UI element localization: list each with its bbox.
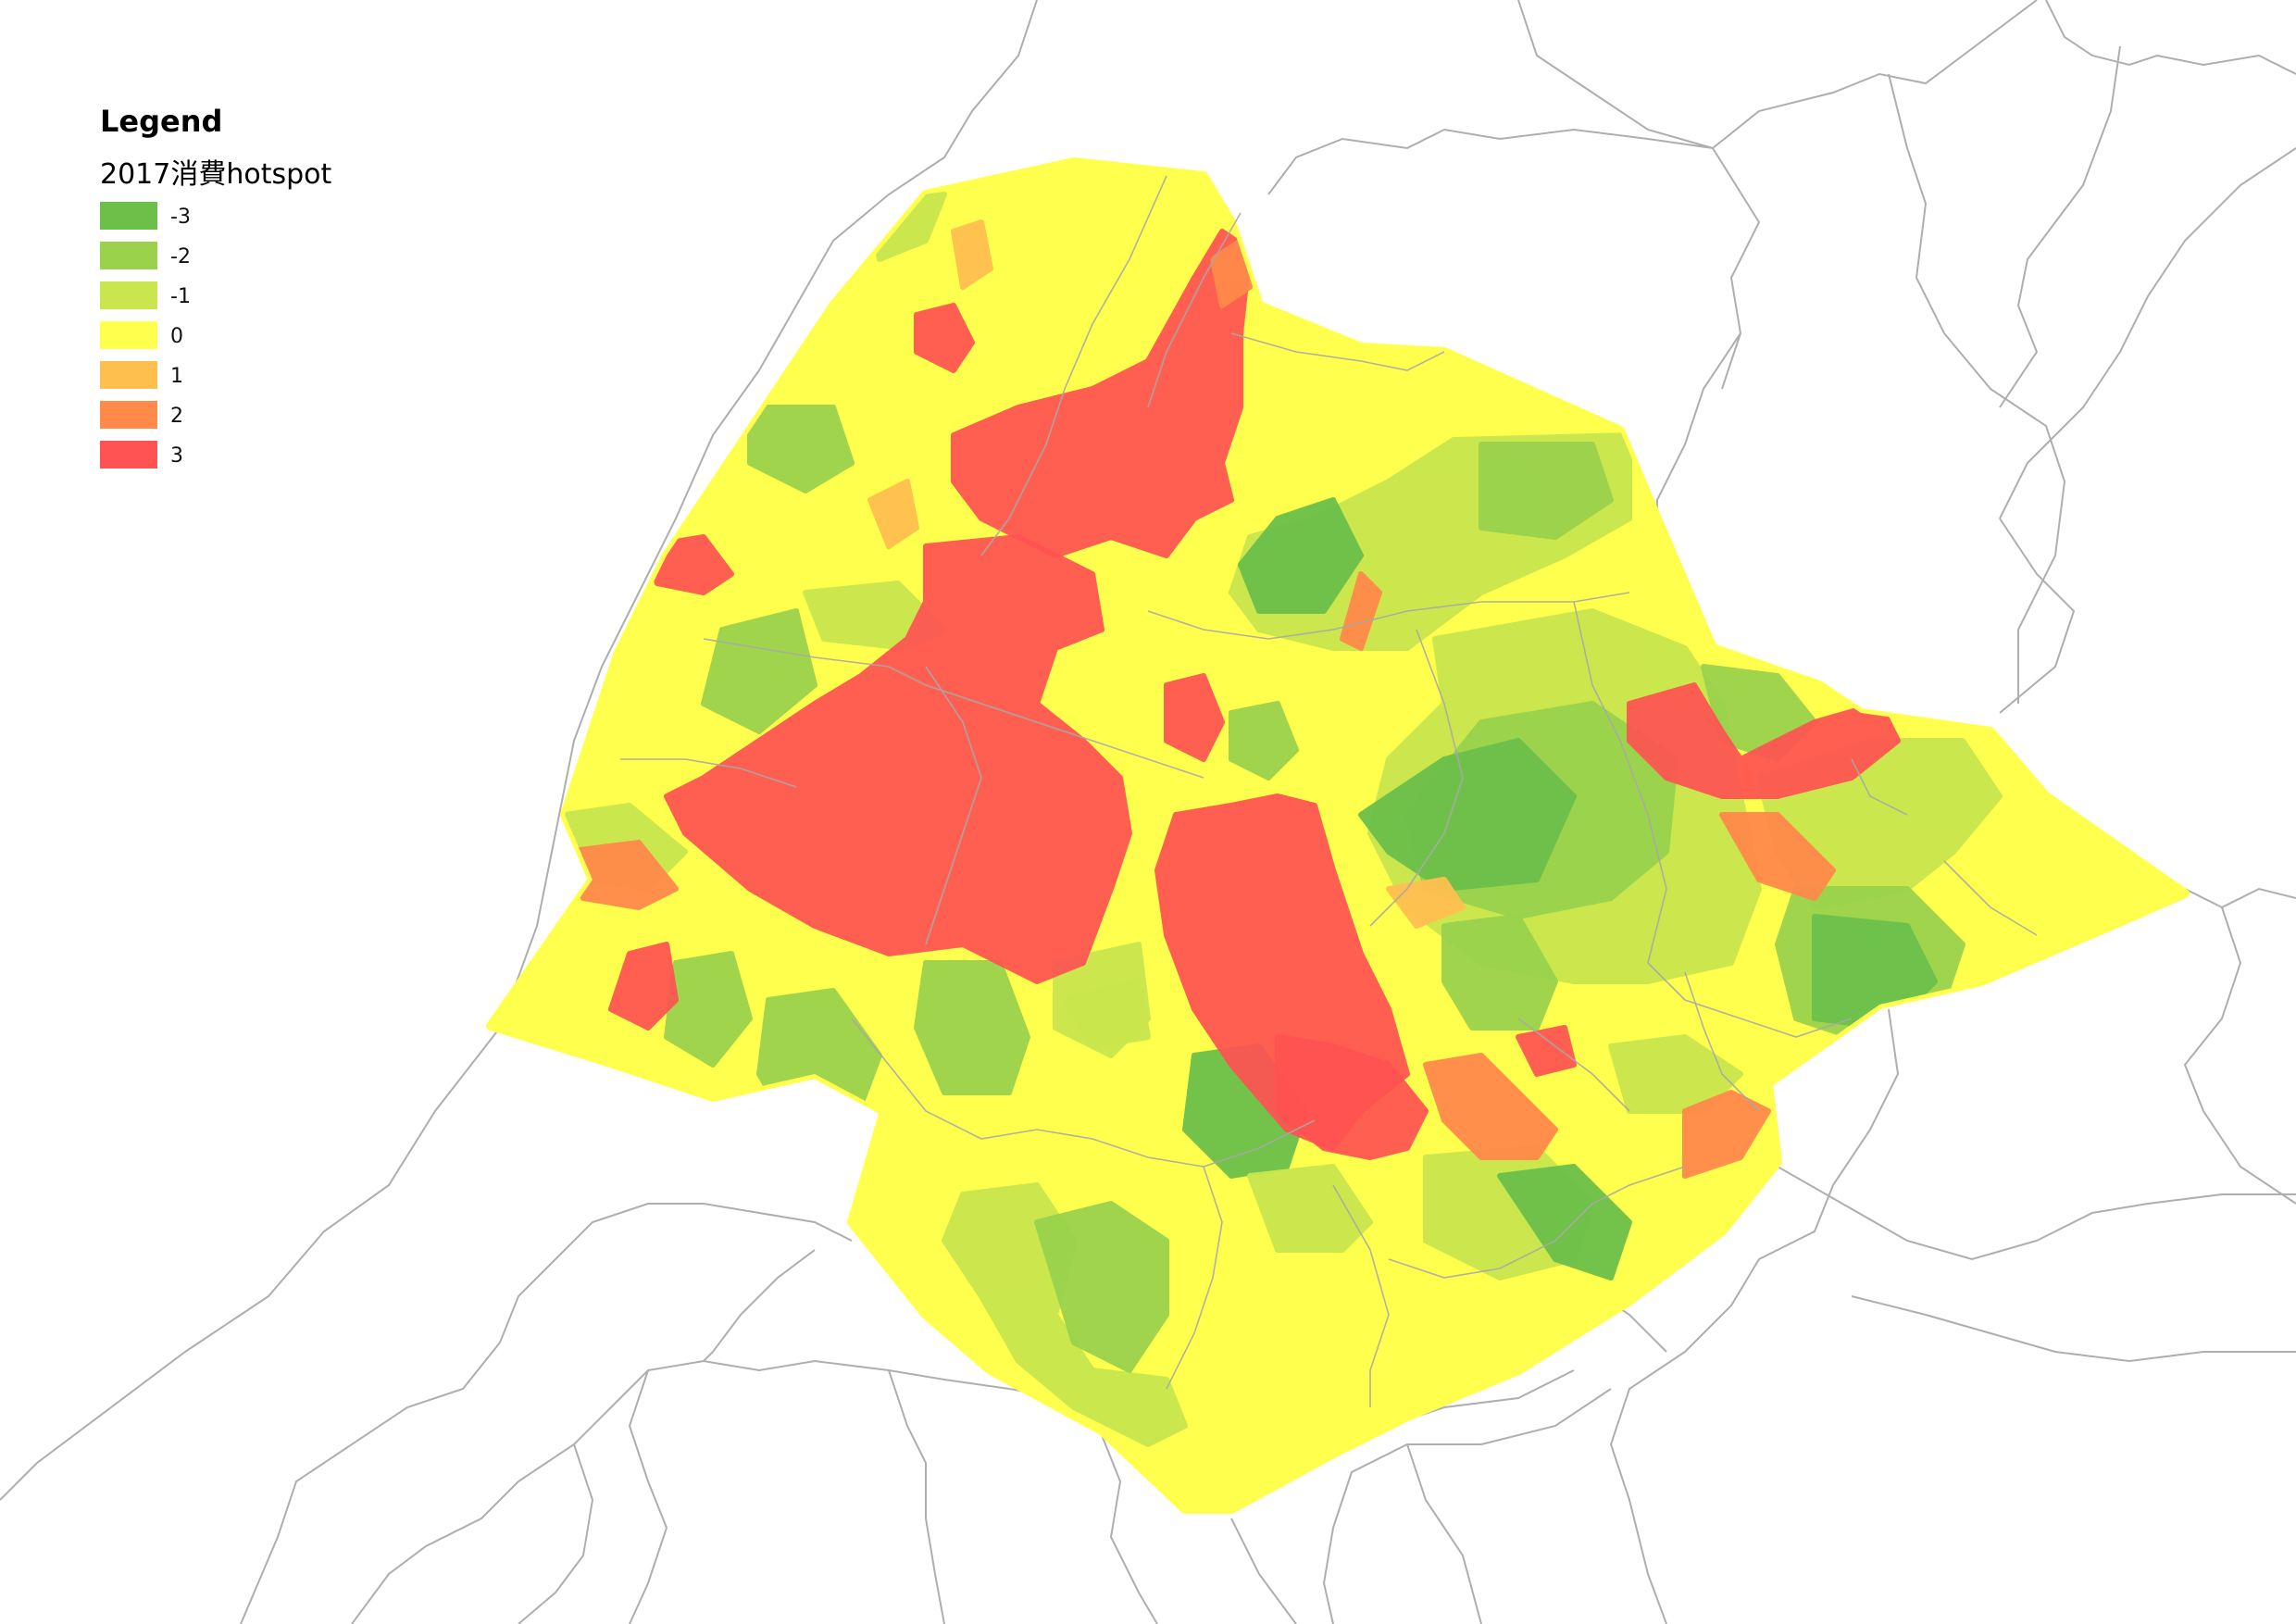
- legend-swatch: [100, 242, 157, 269]
- legend: Legend 2017消費hotspot -3 -2 -1 0 1 2 3: [100, 104, 332, 468]
- legend-class-label: 2: [170, 405, 183, 428]
- cold-patch: [1062, 979, 1151, 1049]
- hot-patch: [867, 479, 919, 549]
- cold-patch: [1358, 738, 1577, 892]
- hot-patch: [608, 942, 679, 1031]
- hot-patch: [1210, 238, 1253, 308]
- hot-patch: [914, 303, 975, 373]
- hot-patch: [1275, 1034, 1429, 1160]
- legend-class-label: 0: [170, 325, 183, 348]
- legend-swatch: [100, 441, 157, 468]
- legend-class-label: 1: [170, 365, 183, 388]
- legend-layer-name: 2017消費hotspot: [100, 158, 332, 191]
- hot-patch: [1719, 812, 1836, 901]
- legend-swatch: [100, 202, 157, 230]
- cold-patch: [1479, 442, 1614, 540]
- legend-class-label: 3: [170, 444, 183, 468]
- hotspot-surface: [486, 157, 2190, 1514]
- cold-patch: [1034, 1201, 1169, 1373]
- hot-patch: [1423, 1053, 1558, 1160]
- cold-patch: [1441, 914, 1558, 1031]
- legend-class-label: -2: [170, 245, 191, 269]
- district-boundaries: [620, 175, 2038, 1407]
- legend-swatch: [100, 321, 157, 349]
- cold-patch: [701, 608, 817, 734]
- legend-class-label: -3: [170, 206, 191, 229]
- legend-swatch: [100, 401, 157, 429]
- hot-patch: [1682, 1090, 1771, 1179]
- legend-class-label: -1: [170, 285, 191, 308]
- legend-swatch: [100, 361, 157, 389]
- legend-title: Legend: [100, 104, 222, 139]
- hot-patch: [664, 534, 1132, 984]
- cold-patch: [1247, 1164, 1373, 1253]
- hot-patch: [951, 219, 993, 290]
- legend-swatch: [100, 281, 157, 309]
- hot-patch: [1164, 673, 1225, 762]
- hot-patch: [1340, 571, 1382, 651]
- cold-patch: [747, 405, 855, 493]
- cold-patch: [664, 951, 753, 1068]
- hot-patch: [1516, 1025, 1577, 1077]
- hot-patch: [1627, 682, 1901, 799]
- cold-patch: [1229, 701, 1299, 781]
- cold-patch: [1238, 497, 1364, 614]
- hot-patch: [1386, 877, 1466, 929]
- cold-patch: [1608, 1034, 1743, 1114]
